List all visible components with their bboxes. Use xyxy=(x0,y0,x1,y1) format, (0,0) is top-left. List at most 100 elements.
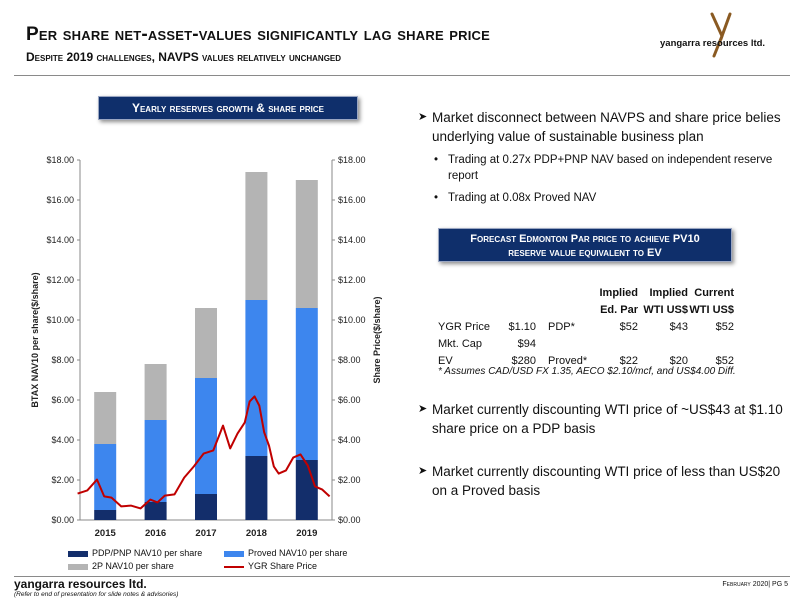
y2-tick-label: $8.00 xyxy=(338,355,361,365)
table-cell: $22 xyxy=(619,354,638,367)
share-price-line xyxy=(77,395,331,510)
footer-logo: yangarra resources ltd. xyxy=(14,577,147,591)
table-cell: $20 xyxy=(669,354,688,367)
x-tick-label: 2015 xyxy=(95,528,117,539)
bullet-item: ➤ Market currently discounting WTI price… xyxy=(418,462,788,500)
y-tick-label: $0.00 xyxy=(51,515,74,525)
forecast-banner: Forecast Edmonton Par price to achieve P… xyxy=(438,228,732,262)
legend-label: PDP/PNP NAV10 per share xyxy=(92,548,203,558)
table-header: Implied xyxy=(649,286,688,299)
page-number: February 2020| PG 5 xyxy=(722,581,788,588)
table-cell: $52 xyxy=(715,320,734,333)
x-tick-label: 2018 xyxy=(246,528,267,539)
bar-proved xyxy=(94,444,117,510)
legend-swatch xyxy=(68,550,88,557)
table-header: WTI US$ xyxy=(689,303,734,316)
bar-proved xyxy=(195,378,217,494)
y-tick-label: $6.00 xyxy=(51,395,74,405)
bullet-text: Market disconnect between NAVPS and shar… xyxy=(432,110,781,144)
table-cell: $52 xyxy=(619,320,638,333)
bullet-section-bottom: ➤ Market currently discounting WTI price… xyxy=(418,400,788,500)
sub-bullet-item: • Trading at 0.27x PDP+PNP NAV based on … xyxy=(418,152,788,184)
bar-2p xyxy=(245,172,268,300)
y2-tick-label: $4.00 xyxy=(338,435,361,445)
legend-item-price: YGR Share Price xyxy=(224,561,317,571)
bullet-text: Market currently discounting WTI price o… xyxy=(432,402,783,436)
bullet-text: Trading at 0.27x PDP+PNP NAV based on in… xyxy=(448,154,773,182)
y2-tick-label: $2.00 xyxy=(338,475,361,485)
y2-tick-label: $0.00 xyxy=(338,515,361,525)
legend-label: Proved NAV10 per share xyxy=(248,548,348,558)
bar-2p xyxy=(295,180,318,308)
legend-label: YGR Share Price xyxy=(248,561,318,571)
table-cell: $94 xyxy=(517,337,536,350)
table-cell: $280 xyxy=(511,354,536,367)
logo-text: yangarra resources ltd. xyxy=(660,38,766,49)
x-tick-label: 2019 xyxy=(296,528,317,539)
y-tick-label: $10.00 xyxy=(46,315,74,325)
legend-swatch xyxy=(224,565,244,568)
bar-2p xyxy=(195,308,217,378)
y-tick-label: $4.00 xyxy=(51,435,74,445)
logo-y-mark-icon xyxy=(710,12,732,58)
bullet-item: ➤ Market disconnect between NAVPS and sh… xyxy=(418,108,788,146)
table-cell: EV xyxy=(438,354,453,367)
bar-2p xyxy=(94,392,117,444)
table-cell: Proved* xyxy=(548,354,588,367)
y-tick-label: $2.00 xyxy=(51,475,74,485)
arrow-bullet-icon: ➤ xyxy=(418,465,428,477)
table-header: Current xyxy=(694,286,734,299)
y2-tick-label: $6.00 xyxy=(338,395,361,405)
y-tick-label: $18.00 xyxy=(46,155,74,165)
bullet-text: Trading at 0.08x Proved NAV xyxy=(448,192,597,204)
table-cell: YGR Price xyxy=(438,320,490,333)
arrow-bullet-icon: ➤ xyxy=(418,403,428,415)
legend-item-pdp: PDP/PNP NAV10 per share xyxy=(68,548,202,558)
bar-pdp xyxy=(94,510,117,520)
y2-tick-label: $10.00 xyxy=(338,315,366,325)
y2-tick-label: $18.00 xyxy=(338,155,366,165)
bar-proved xyxy=(295,308,318,460)
bar-pdp xyxy=(245,456,268,520)
forecast-banner-line2: reserve value equivalent to EV xyxy=(508,247,662,259)
bullet-text: Market currently discounting WTI price o… xyxy=(432,464,781,498)
x-tick-label: 2016 xyxy=(145,528,166,539)
dot-bullet-icon: • xyxy=(434,192,439,204)
bullet-item: ➤ Market currently discounting WTI price… xyxy=(418,400,788,438)
y2-tick-label: $12.00 xyxy=(338,275,366,285)
company-logo: yangarra resources ltd. xyxy=(660,10,790,60)
y2-tick-label: $16.00 xyxy=(338,195,366,205)
bar-proved xyxy=(144,420,167,502)
y2-axis-title: Share Price($/share) xyxy=(372,296,382,383)
table-cell: Mkt. Cap xyxy=(438,337,483,350)
table-footnote: * Assumes CAD/USD FX 1.35, AECO $2.10/mc… xyxy=(438,366,736,377)
table-cell: PDP* xyxy=(548,320,575,333)
bullet-section-top: ➤ Market disconnect between NAVPS and sh… xyxy=(418,108,788,206)
table-row: Mkt. Cap $94 xyxy=(438,335,734,352)
table-row: YGR Price $1.10 PDP* $52 $43 $52 xyxy=(438,318,734,335)
header-divider xyxy=(14,75,790,76)
table-cell: $43 xyxy=(669,320,688,333)
table-row: Ed. Par WTI US$ WTI US$ xyxy=(438,301,734,318)
arrow-bullet-icon: ➤ xyxy=(418,111,428,123)
y-tick-label: $14.00 xyxy=(46,235,74,245)
footer-reference: (Refer to end of presentation for slide … xyxy=(14,591,179,598)
chart-banner: Yearly reserves growth & share price per… xyxy=(98,96,358,137)
table-header: Implied xyxy=(599,286,638,299)
y-axis-title: BTAX NAV10 per share($/share) xyxy=(30,272,40,407)
sub-bullet-item: • Trading at 0.08x Proved NAV xyxy=(418,190,788,206)
table-row: Implied Implied Current xyxy=(438,284,734,301)
table-header: Ed. Par xyxy=(600,303,638,316)
legend-swatch xyxy=(224,550,244,557)
y-tick-label: $16.00 xyxy=(46,195,74,205)
table-header: WTI US$ xyxy=(643,303,688,316)
legend-item-2p: 2P NAV10 per share xyxy=(68,561,174,571)
table-row: EV $280 Proved* $22 $20 $52 xyxy=(438,352,734,369)
legend-label: 2P NAV10 per share xyxy=(92,561,174,571)
legend-swatch xyxy=(68,563,88,570)
page-subtitle: Despite 2019 challenges, NAVPS values re… xyxy=(26,50,342,64)
legend-item-proved: Proved NAV10 per share xyxy=(224,548,347,558)
y2-tick-label: $14.00 xyxy=(338,235,366,245)
table-cell: $1.10 xyxy=(508,320,536,333)
dot-bullet-icon: • xyxy=(434,154,439,166)
